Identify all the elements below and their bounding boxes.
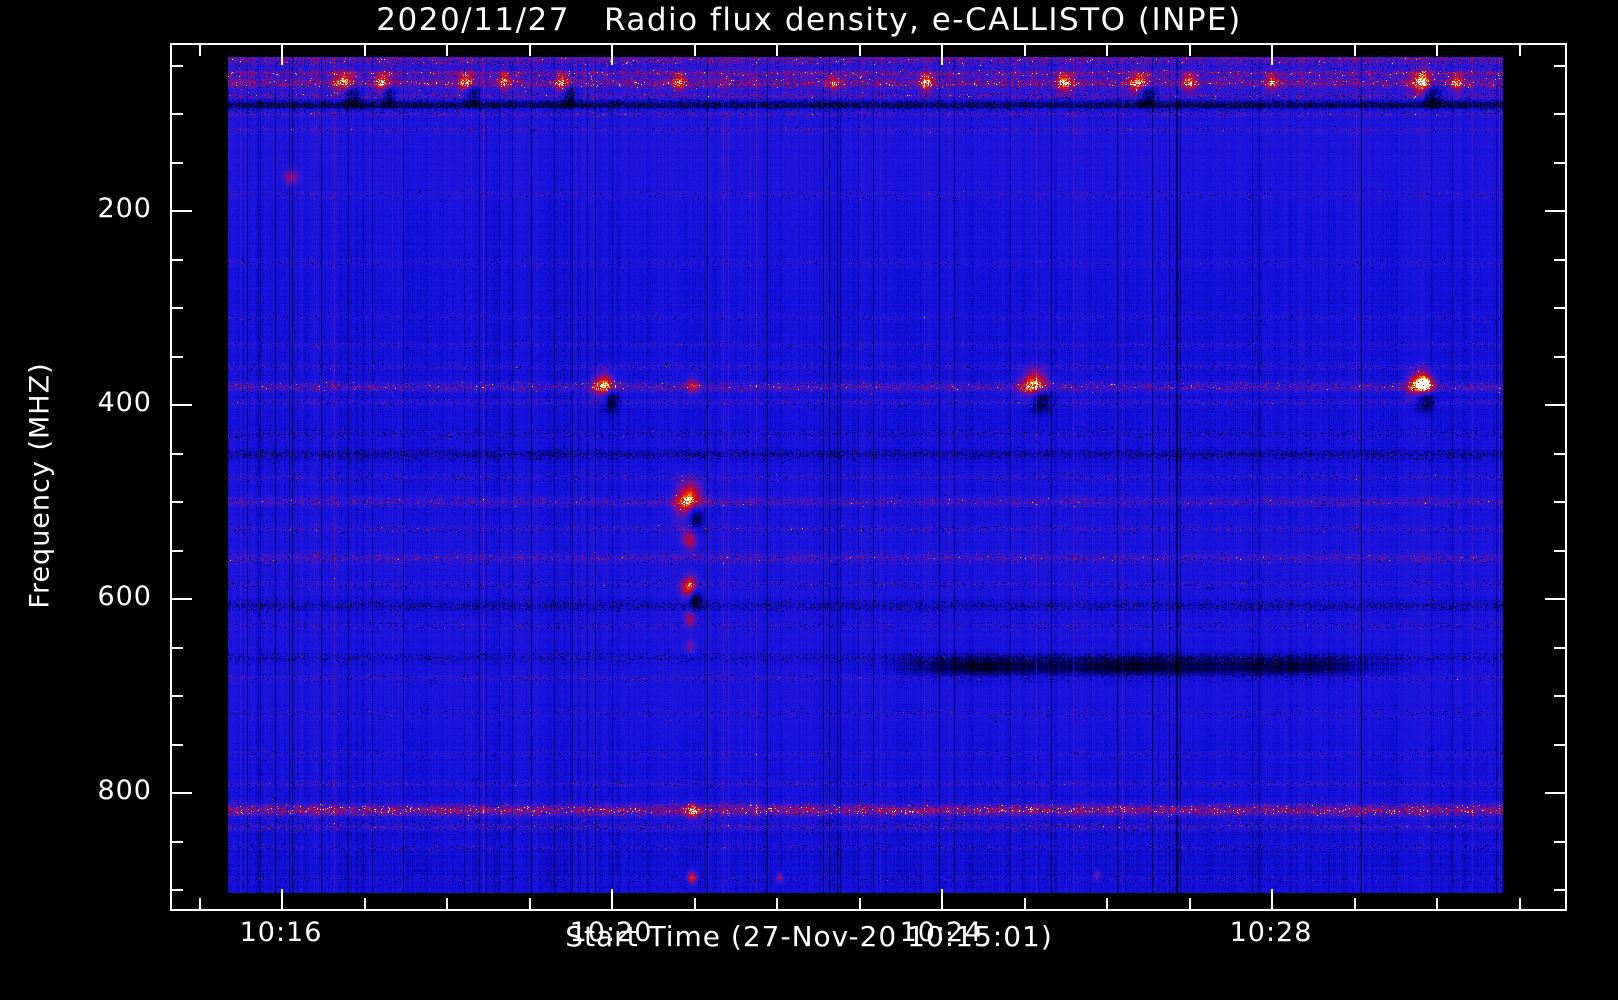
x-tick [528, 43, 531, 56]
y-tick [1554, 743, 1567, 746]
x-tick [776, 898, 778, 911]
x-tick [281, 43, 283, 65]
y-tick-label-800: 800 [97, 775, 152, 806]
x-tick-label-10-20: 10:20 [569, 917, 653, 948]
x-tick [363, 43, 366, 56]
y-tick [1554, 840, 1567, 843]
x-tick-label-10-24: 10:24 [899, 917, 983, 948]
y-tick [170, 743, 183, 746]
y-tick [170, 840, 183, 843]
y-tick-label-400: 400 [97, 387, 152, 418]
plot-frame [170, 43, 1567, 911]
x-axis-title: Start Time (27-Nov-20 10:15:01) [565, 920, 1053, 953]
x-tick [446, 898, 448, 911]
y-tick [1554, 452, 1567, 455]
spectrogram-image [228, 57, 1503, 893]
x-tick [611, 889, 613, 911]
y-tick [170, 404, 192, 406]
y-tick [170, 452, 183, 455]
y-tick [170, 889, 183, 891]
y-tick [170, 355, 183, 358]
x-tick [1353, 43, 1356, 56]
y-tick [1545, 404, 1567, 406]
y-tick [1554, 695, 1567, 697]
y-tick [1554, 646, 1567, 649]
y-tick [170, 307, 183, 309]
y-tick [170, 695, 183, 697]
x-tick-label-10-28: 10:28 [1229, 917, 1313, 948]
x-tick [1436, 43, 1438, 56]
x-tick [693, 898, 696, 911]
x-tick [1023, 43, 1026, 56]
x-tick [1518, 898, 1521, 911]
x-tick [858, 898, 861, 911]
y-tick [170, 598, 192, 600]
x-tick [776, 43, 778, 56]
y-axis-title: Frequency (MHZ) [24, 362, 56, 609]
y-tick-label-200: 200 [97, 193, 152, 224]
x-tick [528, 898, 531, 911]
x-tick [941, 889, 943, 911]
x-tick [1106, 898, 1108, 911]
page-title: 2020/11/27 Radio flux density, e-CALLIST… [376, 2, 1242, 38]
y-tick [1545, 792, 1567, 794]
x-tick [693, 43, 696, 56]
x-tick [1188, 43, 1191, 56]
y-tick [1554, 501, 1567, 503]
y-tick [1554, 307, 1567, 309]
x-tick [446, 43, 448, 56]
x-tick [1271, 43, 1273, 65]
y-tick [170, 161, 183, 164]
y-tick [1554, 258, 1567, 261]
x-tick [198, 898, 201, 911]
y-tick-label-600: 600 [97, 581, 152, 612]
y-tick [170, 113, 183, 115]
y-tick [1554, 113, 1567, 115]
x-tick [1106, 43, 1108, 56]
x-tick [611, 43, 613, 65]
y-tick [1554, 889, 1567, 891]
y-tick [170, 549, 183, 552]
y-tick [1554, 161, 1567, 164]
y-tick [170, 64, 183, 67]
y-tick [1545, 210, 1567, 212]
y-tick [1554, 549, 1567, 552]
y-tick [1545, 598, 1567, 600]
x-tick [1436, 898, 1438, 911]
y-tick [170, 210, 192, 212]
x-tick-label-10-16: 10:16 [239, 917, 323, 948]
y-tick [170, 792, 192, 794]
spectrogram-canvas [228, 57, 1503, 893]
x-tick [1518, 43, 1521, 56]
y-tick [170, 501, 183, 503]
y-tick [170, 646, 183, 649]
x-tick [1353, 898, 1356, 911]
y-tick [170, 258, 183, 261]
y-tick [1554, 64, 1567, 67]
x-tick [281, 889, 283, 911]
x-tick [858, 43, 861, 56]
x-tick [1271, 889, 1273, 911]
x-tick [198, 43, 201, 56]
x-tick [1023, 898, 1026, 911]
x-tick [363, 898, 366, 911]
x-tick [1188, 898, 1191, 911]
y-tick [1554, 355, 1567, 358]
x-tick [941, 43, 943, 65]
